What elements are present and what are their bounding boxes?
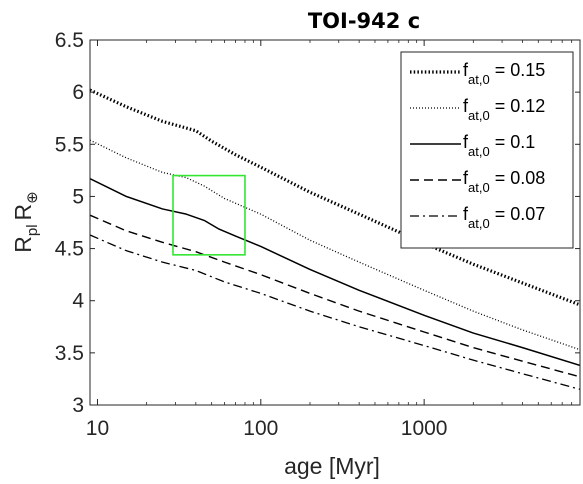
highlight-box	[172, 174, 246, 256]
legend-label-4: fat,0 = 0.08	[463, 168, 545, 195]
legend-label-value: = 0.12	[490, 96, 546, 116]
y-tick-label: 6	[72, 81, 84, 104]
y-tick-label: 3	[72, 394, 84, 417]
y-tick-label: 4	[72, 290, 84, 313]
legend-label-base: f	[463, 132, 469, 152]
legend-box	[400, 51, 574, 249]
y-tick-label: 6.5	[55, 29, 84, 52]
y-tick-label: 4.5	[55, 238, 84, 261]
legend-label-subscript: at,0	[468, 108, 490, 123]
series-line-5	[90, 234, 580, 390]
legend-label-base: f	[463, 96, 469, 116]
y-tick-label: 5.5	[55, 133, 84, 156]
axis-ticks: 3 3.5 4 4.5 5 5.5 6 6.5 10 100 1000	[55, 29, 581, 440]
y-tick-label: 5	[72, 185, 84, 208]
y-tick-label: 3.5	[55, 342, 84, 365]
chart-title: TOI-942 c	[308, 9, 420, 33]
legend-label-1: fat,0 = 0.15	[463, 60, 545, 87]
series-line-2	[90, 139, 580, 351]
legend-label-value: = 0.08	[490, 168, 546, 188]
legend-label-base: f	[463, 204, 469, 224]
series-line-3	[90, 178, 580, 367]
series-line-1	[90, 88, 580, 307]
x-tick-label: 100	[243, 417, 278, 440]
legend-label-base: f	[463, 60, 469, 80]
x-tick-label: 10	[86, 417, 109, 440]
series-line-4	[90, 214, 580, 378]
legend-label-base: f	[463, 168, 469, 188]
x-axis-label: age [Myr]	[284, 453, 380, 479]
legend-label-value: = 0.07	[490, 204, 546, 224]
legend-label-5: fat,0 = 0.07	[463, 204, 545, 231]
x-tick-label: 1000	[401, 417, 448, 440]
series-lines	[90, 88, 580, 390]
y-axis-label: RplR⊕	[10, 191, 41, 253]
axes-box	[89, 39, 581, 406]
legend-label-2: fat,0 = 0.12	[463, 96, 545, 123]
plot-area	[89, 39, 581, 406]
legend-label-value: = 0.1	[490, 132, 536, 152]
legend-label-subscript: at,0	[468, 180, 490, 195]
legend-label-subscript: at,0	[468, 144, 490, 159]
legend-label-3: fat,0 = 0.1	[463, 132, 535, 159]
legend-label-subscript: at,0	[468, 72, 490, 87]
y-axis-label-text: RplR⊕	[10, 191, 41, 253]
legend-label-subscript: at,0	[468, 216, 490, 231]
legend-label-value: = 0.15	[490, 60, 546, 80]
